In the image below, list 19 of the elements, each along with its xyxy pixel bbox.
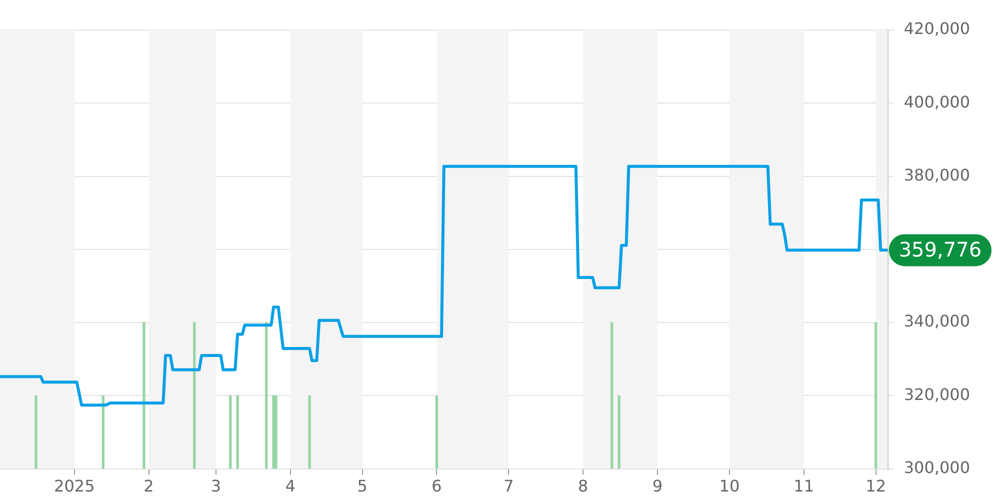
x-tick-label: 9 — [652, 476, 663, 496]
x-tick-label: 4 — [285, 476, 296, 496]
y-tick-label: 380,000 — [904, 165, 970, 184]
annotation: 359,776 — [898, 237, 982, 262]
x-tick-label: 6 — [432, 476, 442, 496]
x-tick-label: 10 — [719, 476, 740, 496]
y-tick-label: 320,000 — [904, 384, 970, 404]
x-tick-label: 12 — [866, 476, 886, 496]
y-tick-label: 300,000 — [904, 458, 970, 477]
y-tick-label: 420,000 — [904, 19, 970, 38]
x-tick-label: 3 — [210, 476, 222, 496]
y-tick-label: 400,000 — [904, 92, 970, 112]
x-tick-label: 11 — [794, 476, 814, 496]
x-tick-label: 2025 — [54, 476, 95, 496]
x-tick-label: 5 — [357, 476, 368, 496]
x-tick-label: 8 — [578, 476, 588, 496]
x-tick-label: 2 — [144, 476, 154, 496]
y-tick-label: 340,000 — [904, 312, 970, 331]
x-tick-label: 7 — [504, 476, 514, 496]
